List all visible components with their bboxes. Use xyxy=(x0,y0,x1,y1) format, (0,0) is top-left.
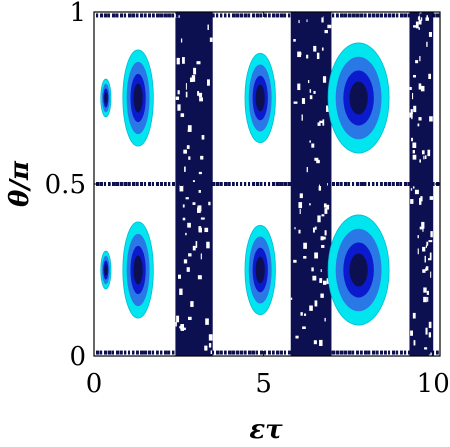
contour-lobe xyxy=(244,52,276,144)
contour-lobe xyxy=(327,42,390,154)
x-tick-label: 5 xyxy=(255,369,272,399)
axis-ticks: 0 5 10 0 0.5 1 xyxy=(45,0,450,399)
y-tick-label: 0 xyxy=(69,342,86,372)
y-tick-label: 1 xyxy=(69,0,86,28)
contour-lobe xyxy=(122,49,154,147)
contour-lobe xyxy=(122,221,154,319)
y-axis-label: θ/π xyxy=(5,160,35,207)
contour-line xyxy=(96,13,440,18)
contour-lobe xyxy=(100,78,112,118)
contour-lobe xyxy=(100,250,112,290)
contour-line xyxy=(96,182,440,186)
x-tick-label: 0 xyxy=(86,369,103,399)
contour-lobe xyxy=(244,224,276,316)
plot-area xyxy=(96,12,440,356)
y-tick-label: 0.5 xyxy=(45,170,86,200)
contour-lobe xyxy=(327,214,390,326)
x-tick-label: 10 xyxy=(417,369,450,399)
contour-line xyxy=(96,350,439,355)
x-axis-label: ετ xyxy=(249,415,283,445)
